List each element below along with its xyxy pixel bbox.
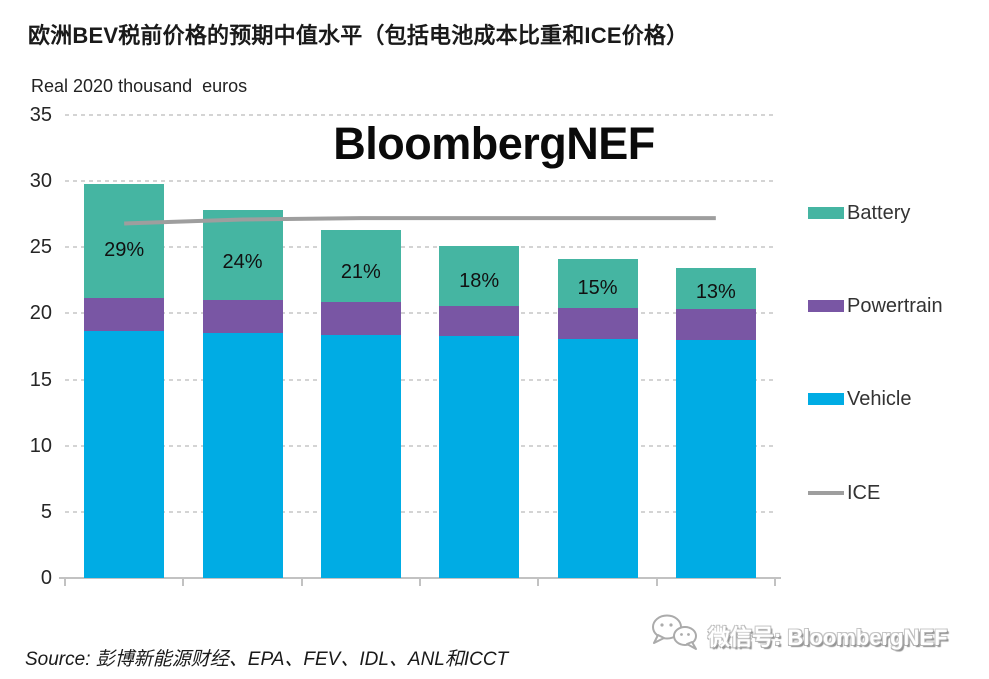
bar-segment-powertrain — [202, 300, 283, 334]
x-axis-tick — [300, 578, 303, 586]
gridline-35 — [65, 114, 775, 116]
legend-label: Battery — [847, 201, 911, 224]
battery-share-label: 18% — [459, 269, 500, 292]
legend-swatch-vehicle — [808, 393, 844, 405]
legend-label: ICE — [847, 481, 881, 504]
y-axis-tick-label: 35 — [29, 104, 52, 126]
battery-share-label: 29% — [104, 238, 145, 261]
source-text: 彭博新能源财经、EPA、FEV、IDL、ANL和ICCT — [95, 649, 509, 670]
ice-line — [124, 216, 716, 226]
x-axis-tick — [655, 578, 658, 586]
bar-segment-battery — [202, 210, 283, 301]
y-axis-tick-label: 30 — [29, 170, 52, 193]
chart-legend: Battery Powertrain Vehicle ICE — [808, 0, 983, 679]
gridline-30 — [65, 180, 775, 183]
legend-swatch-ice — [808, 491, 844, 495]
legend-item-battery: Battery — [808, 201, 910, 225]
plot-area: 0510152025303520202022202420262028203029… — [30, 105, 781, 588]
bar-segment-vehicle — [557, 338, 638, 578]
bar-segment-vehicle — [202, 333, 283, 578]
bar-segment-vehicle — [320, 334, 401, 578]
y-axis-tick-label: 5 — [40, 500, 52, 523]
legend-label: Vehicle — [847, 387, 912, 410]
bar-segment-battery — [675, 268, 756, 310]
bar-segment-vehicle — [675, 339, 756, 578]
source-note: Source: 彭博新能源财经、EPA、FEV、IDL、ANL和ICCT — [25, 644, 508, 671]
x-axis-tick — [419, 578, 421, 586]
battery-share-label: 24% — [222, 251, 263, 274]
wechat-badge: 微信号: BloombergNEF — [650, 612, 948, 659]
y-axis-tick-label: 25 — [29, 236, 52, 259]
bar-segment-battery — [439, 245, 520, 306]
wechat-icon — [650, 612, 702, 659]
legend-item-ice: ICE — [808, 481, 880, 505]
x-axis-tick — [182, 578, 185, 586]
y-axis-unit-label: Real 2020 thousand euros — [31, 76, 248, 96]
legend-item-vehicle: Vehicle — [808, 387, 912, 411]
gridline-25 — [65, 246, 775, 249]
legend-swatch-powertrain — [808, 300, 844, 312]
legend-item-powertrain: Powertrain — [808, 294, 943, 318]
page-title: 欧洲BEV税前价格的预期中值水平（包括电池成本比重和ICE价格） — [28, 23, 689, 48]
x-axis-tick — [537, 578, 540, 586]
bar-segment-powertrain — [320, 301, 401, 335]
bar-segment-vehicle — [84, 330, 165, 578]
y-axis-tick-label: 0 — [40, 567, 52, 589]
y-axis-tick-label: 15 — [29, 368, 52, 391]
bar-segment-powertrain — [439, 305, 520, 336]
gridline-5 — [65, 510, 775, 513]
battery-share-label: 21% — [340, 260, 381, 283]
battery-share-label: 13% — [695, 281, 736, 304]
x-axis-tick — [774, 578, 776, 586]
legend-label: Powertrain — [847, 294, 943, 317]
legend-swatch-battery — [808, 207, 844, 219]
bar-segment-battery — [320, 230, 401, 302]
x-axis-tick — [64, 578, 66, 586]
source-prefix: Source: — [25, 649, 96, 670]
bar-segment-powertrain — [84, 297, 165, 331]
bar-segment-powertrain — [675, 309, 756, 340]
wechat-label: 微信号: BloombergNEF — [708, 624, 948, 650]
bar-segment-battery — [557, 259, 638, 309]
y-axis-tick-label: 20 — [29, 302, 52, 325]
bloombergnef-watermark: BloombergNEF — [333, 118, 655, 169]
bar-segment-vehicle — [439, 335, 520, 578]
bar-segment-battery — [84, 183, 165, 298]
y-axis-tick-label: 10 — [29, 434, 52, 457]
battery-share-label: 15% — [577, 276, 618, 299]
gridline-10 — [65, 444, 775, 447]
bar-segment-powertrain — [557, 308, 638, 339]
gridline-15 — [65, 378, 775, 381]
gridline-20 — [65, 312, 775, 315]
